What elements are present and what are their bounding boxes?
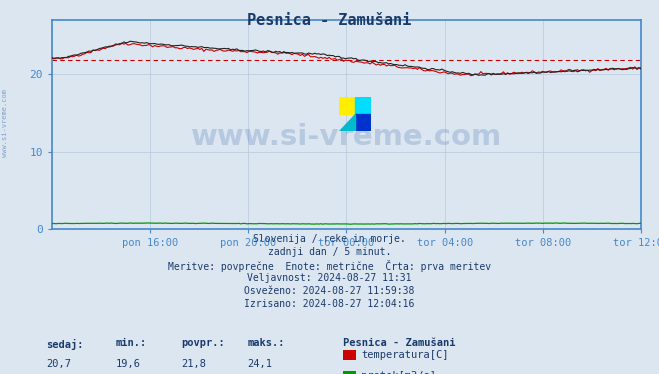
Text: Meritve: povprečne  Enote: metrične  Črta: prva meritev: Meritve: povprečne Enote: metrične Črta:… [168,260,491,272]
Text: temperatura[C]: temperatura[C] [361,350,449,360]
Text: www.si-vreme.com: www.si-vreme.com [2,89,9,157]
Text: Pesnica - Zamušani: Pesnica - Zamušani [247,13,412,28]
Text: maks.:: maks.: [247,338,285,349]
Polygon shape [355,114,371,131]
Text: pretok[m3/s]: pretok[m3/s] [361,371,436,374]
Text: 21,8: 21,8 [181,359,206,369]
Text: Izrisano: 2024-08-27 12:04:16: Izrisano: 2024-08-27 12:04:16 [244,299,415,309]
Text: 19,6: 19,6 [115,359,140,369]
Text: 20,7: 20,7 [46,359,71,369]
Bar [355,97,371,114]
Text: Osveženo: 2024-08-27 11:59:38: Osveženo: 2024-08-27 11:59:38 [244,286,415,296]
Text: sedaj:: sedaj: [46,338,84,349]
Polygon shape [339,114,355,131]
Text: 24,1: 24,1 [247,359,272,369]
Text: povpr.:: povpr.: [181,338,225,349]
Text: min.:: min.: [115,338,146,349]
Text: zadnji dan / 5 minut.: zadnji dan / 5 minut. [268,247,391,257]
Text: Slovenija / reke in morje.: Slovenija / reke in morje. [253,234,406,244]
Text: Pesnica - Zamušani: Pesnica - Zamušani [343,338,455,349]
Text: www.si-vreme.com: www.si-vreme.com [191,123,502,151]
Text: Veljavnost: 2024-08-27 11:31: Veljavnost: 2024-08-27 11:31 [247,273,412,283]
Bar [339,97,355,114]
